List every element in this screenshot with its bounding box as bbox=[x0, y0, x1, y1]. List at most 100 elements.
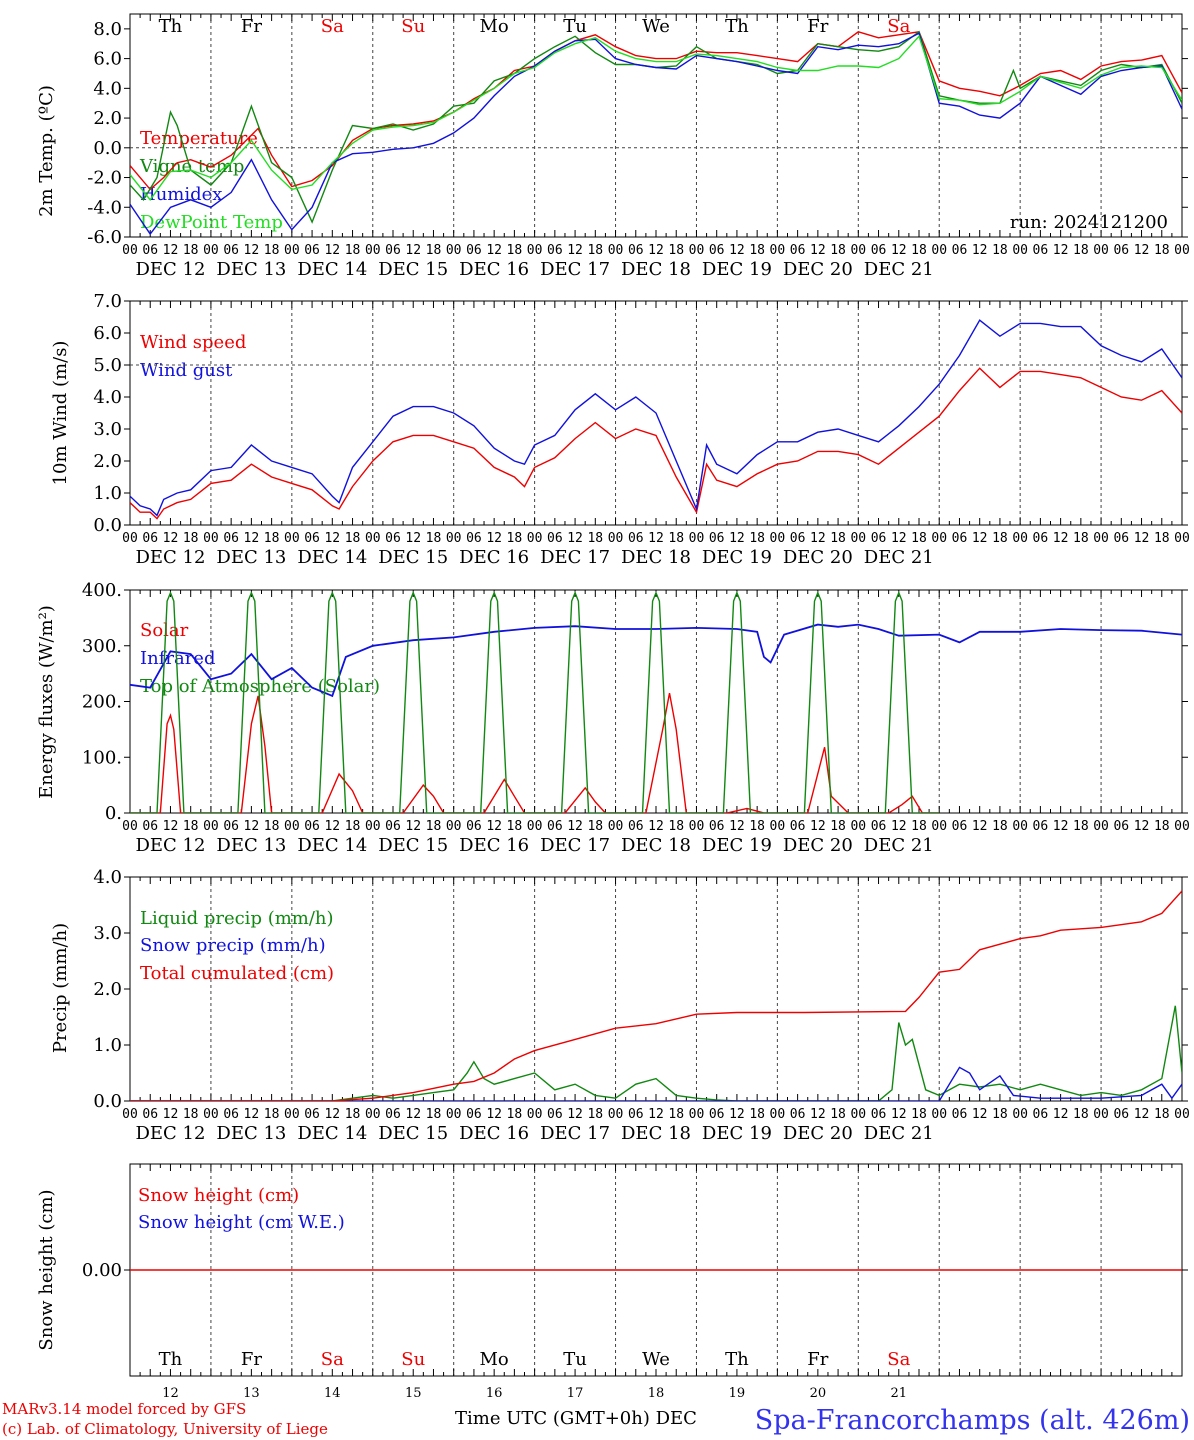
hour-tick-label: 18 bbox=[264, 243, 280, 258]
hour-tick-label: 18 bbox=[507, 531, 523, 546]
hour-tick-label: 18 bbox=[264, 819, 280, 834]
hour-tick-label: 18 bbox=[668, 531, 684, 546]
date-label: DEC 17 bbox=[540, 1123, 610, 1144]
y-tick-label: 7.0 bbox=[93, 291, 122, 312]
day-name: Th bbox=[159, 1349, 183, 1370]
y-tick-label: -4.0 bbox=[87, 197, 122, 218]
day-name: Th bbox=[725, 1349, 749, 1370]
hour-tick-label: 18 bbox=[830, 1107, 846, 1122]
y-tick-label: 6.0 bbox=[93, 323, 122, 344]
hour-tick-label: 18 bbox=[426, 531, 442, 546]
legend-snow-height-we: Snow height (cm W.E.) bbox=[138, 1212, 345, 1233]
date-label: DEC 12 bbox=[135, 259, 205, 280]
hour-tick-label: 12 bbox=[729, 243, 745, 258]
date-label: DEC 15 bbox=[378, 547, 448, 568]
hour-tick-label: 12 bbox=[486, 531, 502, 546]
hour-tick-label: 12 bbox=[810, 531, 826, 546]
legend-wind-gust: Wind gust bbox=[140, 360, 233, 381]
hour-tick-label: 18 bbox=[830, 243, 846, 258]
y-tick-label: 1.0 bbox=[93, 483, 122, 504]
hour-tick-label: 06 bbox=[1113, 1107, 1129, 1122]
hour-tick-label: 06 bbox=[709, 531, 725, 546]
hour-tick-label: 06 bbox=[142, 1107, 158, 1122]
snow-ylabel: Snow height (cm) bbox=[36, 1189, 57, 1350]
date-label: DEC 13 bbox=[216, 835, 286, 856]
day-name: Su bbox=[401, 1349, 425, 1370]
hour-tick-label: 06 bbox=[142, 819, 158, 834]
hour-tick-label: 00 bbox=[527, 243, 543, 258]
hour-tick-label: 18 bbox=[668, 243, 684, 258]
hour-tick-label: 18 bbox=[587, 243, 603, 258]
y-tick-label: 2.0 bbox=[93, 108, 122, 129]
hour-tick-label: 18 bbox=[1073, 243, 1089, 258]
hour-tick-label: 00 bbox=[122, 1107, 138, 1122]
hour-tick-label: 06 bbox=[466, 531, 482, 546]
hour-tick-label: 12 bbox=[648, 243, 664, 258]
hour-tick-label: 00 bbox=[284, 243, 300, 258]
hour-tick-label: 00 bbox=[931, 1107, 947, 1122]
hour-tick-label: 00 bbox=[527, 531, 543, 546]
date-label: DEC 12 bbox=[135, 1123, 205, 1144]
hour-tick-label: 06 bbox=[709, 1107, 725, 1122]
hour-tick-label: 00 bbox=[365, 819, 381, 834]
y-tick-label: 200. bbox=[82, 692, 122, 713]
date-label: DEC 18 bbox=[621, 835, 691, 856]
date-label: DEC 13 bbox=[216, 259, 286, 280]
hour-tick-label: 18 bbox=[183, 243, 199, 258]
date-label: DEC 15 bbox=[378, 1123, 448, 1144]
footer-model: MARv3.14 model forced by GFS bbox=[2, 1400, 246, 1418]
hour-tick-label: 12 bbox=[972, 531, 988, 546]
hour-tick-label: 00 bbox=[1012, 1107, 1028, 1122]
day-name: Sa bbox=[887, 1349, 910, 1370]
day-name: Mo bbox=[480, 1349, 509, 1370]
y-tick-label: 0.0 bbox=[93, 138, 122, 159]
hour-tick-label: 06 bbox=[709, 819, 725, 834]
hour-tick-label: 12 bbox=[1053, 531, 1069, 546]
hour-tick-label: 18 bbox=[668, 1107, 684, 1122]
hour-tick-label: 12 bbox=[163, 243, 179, 258]
date-label: DEC 14 bbox=[297, 259, 367, 280]
day-name: Th bbox=[725, 16, 749, 37]
hour-tick-label: 12 bbox=[324, 1107, 340, 1122]
hour-tick-label: 00 bbox=[203, 531, 219, 546]
hour-tick-label: 18 bbox=[507, 819, 523, 834]
y-tick-label: 100. bbox=[82, 747, 122, 768]
hour-tick-label: 06 bbox=[223, 243, 239, 258]
hour-tick-label: 18 bbox=[345, 1107, 361, 1122]
hour-tick-label: 06 bbox=[223, 1107, 239, 1122]
date-label: DEC 16 bbox=[459, 835, 529, 856]
hour-tick-label: 06 bbox=[628, 531, 644, 546]
station-label: Spa-Francorchamps (alt. 426m) bbox=[755, 1405, 1190, 1436]
hour-tick-label: 06 bbox=[385, 531, 401, 546]
hour-tick-label: 12 bbox=[810, 1107, 826, 1122]
hour-tick-label: 18 bbox=[507, 243, 523, 258]
hour-tick-label: 12 bbox=[1053, 819, 1069, 834]
hour-tick-label: 06 bbox=[790, 243, 806, 258]
hour-tick-label: 00 bbox=[850, 819, 866, 834]
hour-tick-label: 06 bbox=[952, 531, 968, 546]
day-name: Tu bbox=[563, 1349, 587, 1370]
hour-tick-label: 00 bbox=[446, 819, 462, 834]
hour-tick-label: 06 bbox=[223, 819, 239, 834]
hour-tick-label: 06 bbox=[466, 243, 482, 258]
hour-tick-label: 18 bbox=[749, 819, 765, 834]
y-tick-label: 8.0 bbox=[93, 19, 122, 40]
hour-tick-label: 00 bbox=[365, 531, 381, 546]
hour-tick-label: 18 bbox=[749, 243, 765, 258]
hour-tick-label: 06 bbox=[547, 819, 563, 834]
legend-temperature: Temperature bbox=[140, 128, 258, 149]
hour-tick-label: 12 bbox=[1053, 1107, 1069, 1122]
hour-tick-label: 00 bbox=[770, 1107, 786, 1122]
panel-snow: Snow height (cm) Snow height (cm) Snow h… bbox=[36, 1185, 345, 1351]
hour-tick-label: 06 bbox=[304, 1107, 320, 1122]
date-label: DEC 17 bbox=[540, 835, 610, 856]
hour-tick-label: 00 bbox=[1093, 531, 1109, 546]
hour-tick-label: 06 bbox=[1033, 819, 1049, 834]
hour-tick-label: 18 bbox=[587, 531, 603, 546]
date-label: DEC 19 bbox=[702, 259, 772, 280]
hour-tick-label: 12 bbox=[163, 531, 179, 546]
day-number: 20 bbox=[810, 1386, 827, 1401]
hour-tick-label: 12 bbox=[810, 243, 826, 258]
y-tick-label: 3.0 bbox=[93, 419, 122, 440]
